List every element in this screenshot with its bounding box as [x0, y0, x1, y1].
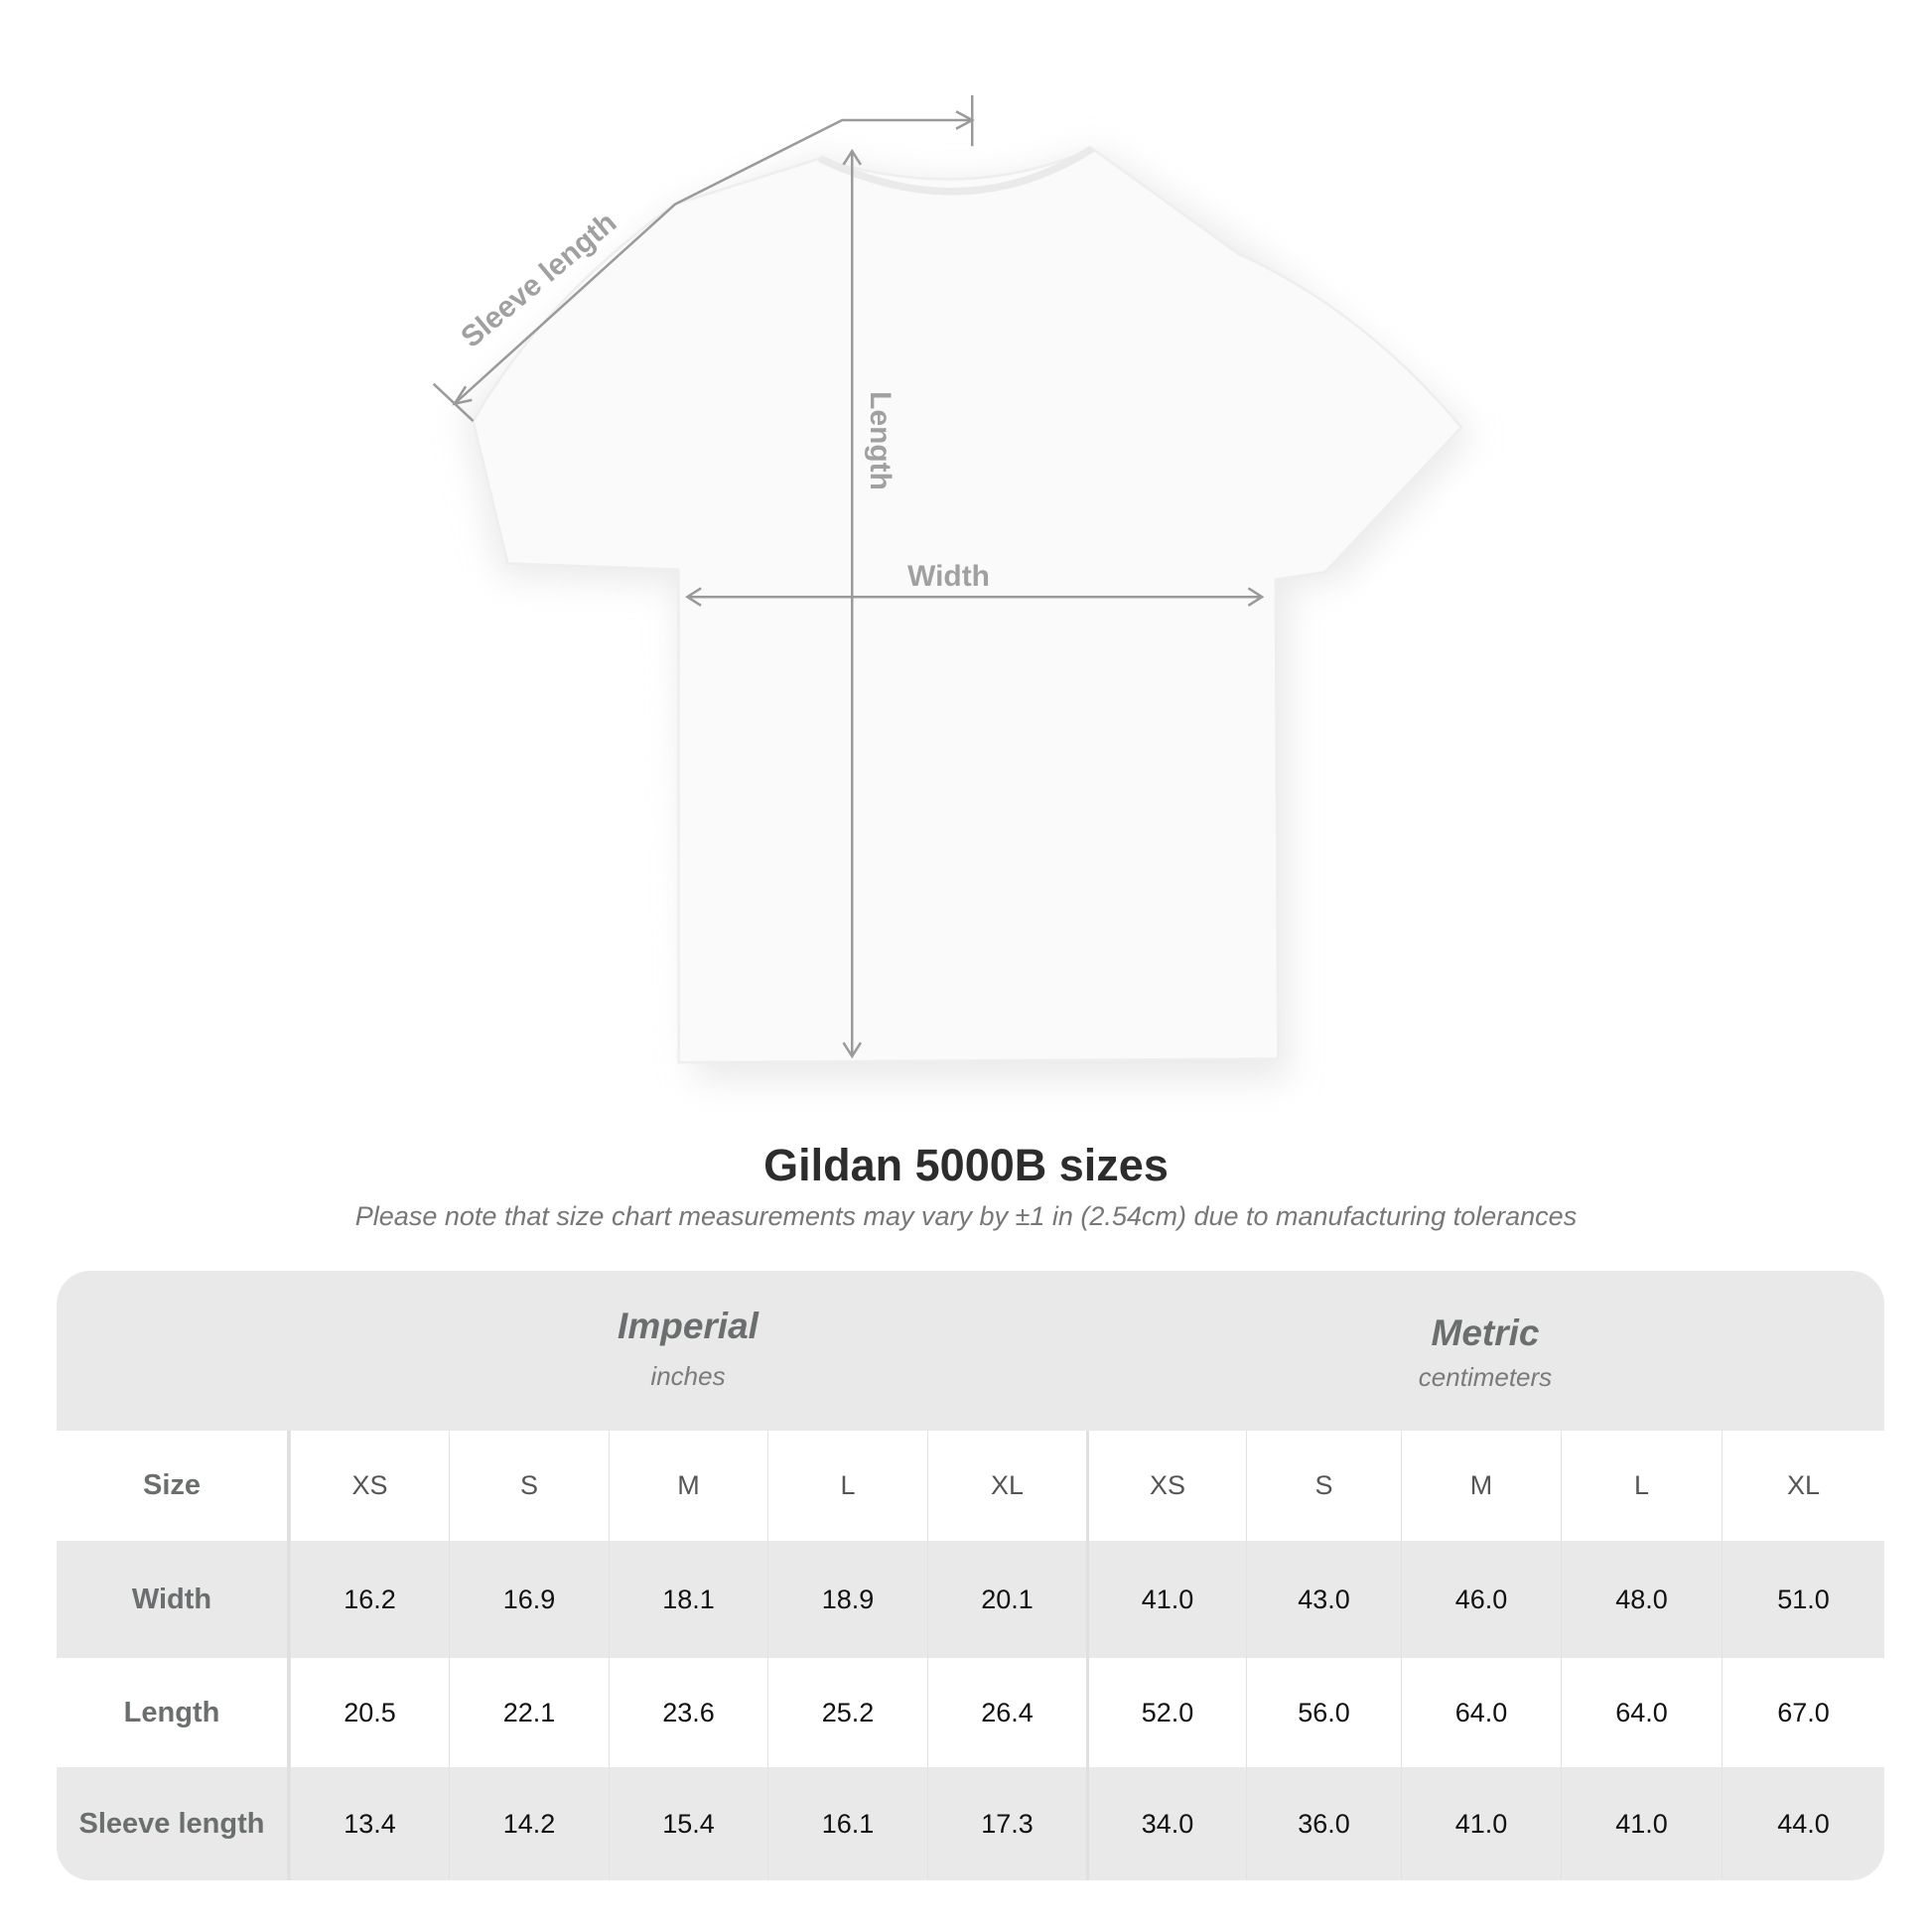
metric-value: 41.0 [1086, 1541, 1246, 1658]
size-header: XL [927, 1431, 1086, 1541]
imperial-value: 25.2 [767, 1658, 927, 1767]
metric-value: 56.0 [1246, 1658, 1401, 1767]
tshirt-diagram: Sleeve length Length Width [432, 95, 1474, 1080]
size-header: XL [1722, 1431, 1884, 1541]
size-label: Size [57, 1431, 290, 1541]
size-header: M [609, 1431, 767, 1541]
size-header: M [1401, 1431, 1561, 1541]
imperial-value: 16.2 [290, 1541, 449, 1658]
metric-header: Metric centimeters [1086, 1312, 1884, 1393]
metric-value: 34.0 [1086, 1767, 1246, 1880]
imperial-value: 20.5 [290, 1658, 449, 1767]
size-header: L [1561, 1431, 1722, 1541]
metric-value: 64.0 [1561, 1658, 1722, 1767]
metric-value: 51.0 [1722, 1541, 1884, 1658]
shirt-body [472, 147, 1463, 1064]
unit-header-band [57, 1271, 1884, 1431]
size-header: XS [290, 1431, 449, 1541]
row-label: Width [57, 1541, 290, 1658]
size-header: XS [1086, 1431, 1246, 1541]
metric-value: 41.0 [1401, 1767, 1561, 1880]
table-row: Sleeve length 13.4 14.2 15.4 16.1 17.3 34.0 36.… [57, 1767, 1884, 1880]
size-header: S [1246, 1431, 1401, 1541]
shirt-collar [818, 145, 1095, 196]
size-header: L [767, 1431, 927, 1541]
table-row: Width 16.2 16.9 18.1 18.9 20.1 41.0 43.0 46.0 48.… [57, 1541, 1884, 1658]
imperial-title: Imperial [618, 1306, 759, 1346]
metric-value: 36.0 [1246, 1767, 1401, 1880]
metric-value: 52.0 [1086, 1658, 1246, 1767]
imperial-value: 15.4 [609, 1767, 767, 1880]
imperial-value: 16.1 [767, 1767, 927, 1880]
imperial-unit: inches [650, 1361, 726, 1391]
imperial-value: 17.3 [927, 1767, 1086, 1880]
imperial-value: 16.9 [449, 1541, 609, 1658]
metric-value: 44.0 [1722, 1767, 1884, 1880]
width-arrow [685, 587, 1265, 607]
imperial-value: 14.2 [449, 1767, 609, 1880]
tolerance-note: Please note that size chart measurements… [354, 1201, 1578, 1231]
imperial-value: 13.4 [290, 1767, 449, 1880]
metric-value: 64.0 [1401, 1658, 1561, 1767]
imperial-value: 20.1 [927, 1541, 1086, 1658]
imperial-header: Imperial inches [290, 1306, 1086, 1392]
metric-value: 67.0 [1722, 1658, 1884, 1767]
imperial-value: 22.1 [449, 1658, 609, 1767]
metric-value: 41.0 [1561, 1767, 1722, 1880]
imperial-value: 23.6 [609, 1658, 767, 1767]
metric-value: 46.0 [1401, 1541, 1561, 1658]
length-label: Length [864, 391, 897, 490]
page-title: Gildan 5000B sizes [763, 1140, 1169, 1190]
size-table: Imperial inches Metric centimeters Size X… [57, 1271, 1884, 1880]
table-row: Length 20.5 22.1 23.6 25.2 26.4 52.0 56.0 64.0 64… [57, 1658, 1884, 1767]
metric-value: 48.0 [1561, 1541, 1722, 1658]
size-header-row: Size XS S M L XL XS S M L XL [57, 1431, 1884, 1541]
length-arrow [842, 148, 863, 1059]
sleeve-length-arrow [432, 95, 975, 422]
metric-title: Metric [1431, 1312, 1540, 1353]
row-label: Length [57, 1658, 290, 1767]
metric-unit: centimeters [1418, 1362, 1553, 1392]
imperial-value: 18.9 [767, 1541, 927, 1658]
row-label: Sleeve length [57, 1767, 290, 1880]
metric-value: 43.0 [1246, 1541, 1401, 1658]
size-header: S [449, 1431, 609, 1541]
imperial-value: 26.4 [927, 1658, 1086, 1767]
width-label: Width [907, 560, 990, 593]
imperial-value: 18.1 [609, 1541, 767, 1658]
